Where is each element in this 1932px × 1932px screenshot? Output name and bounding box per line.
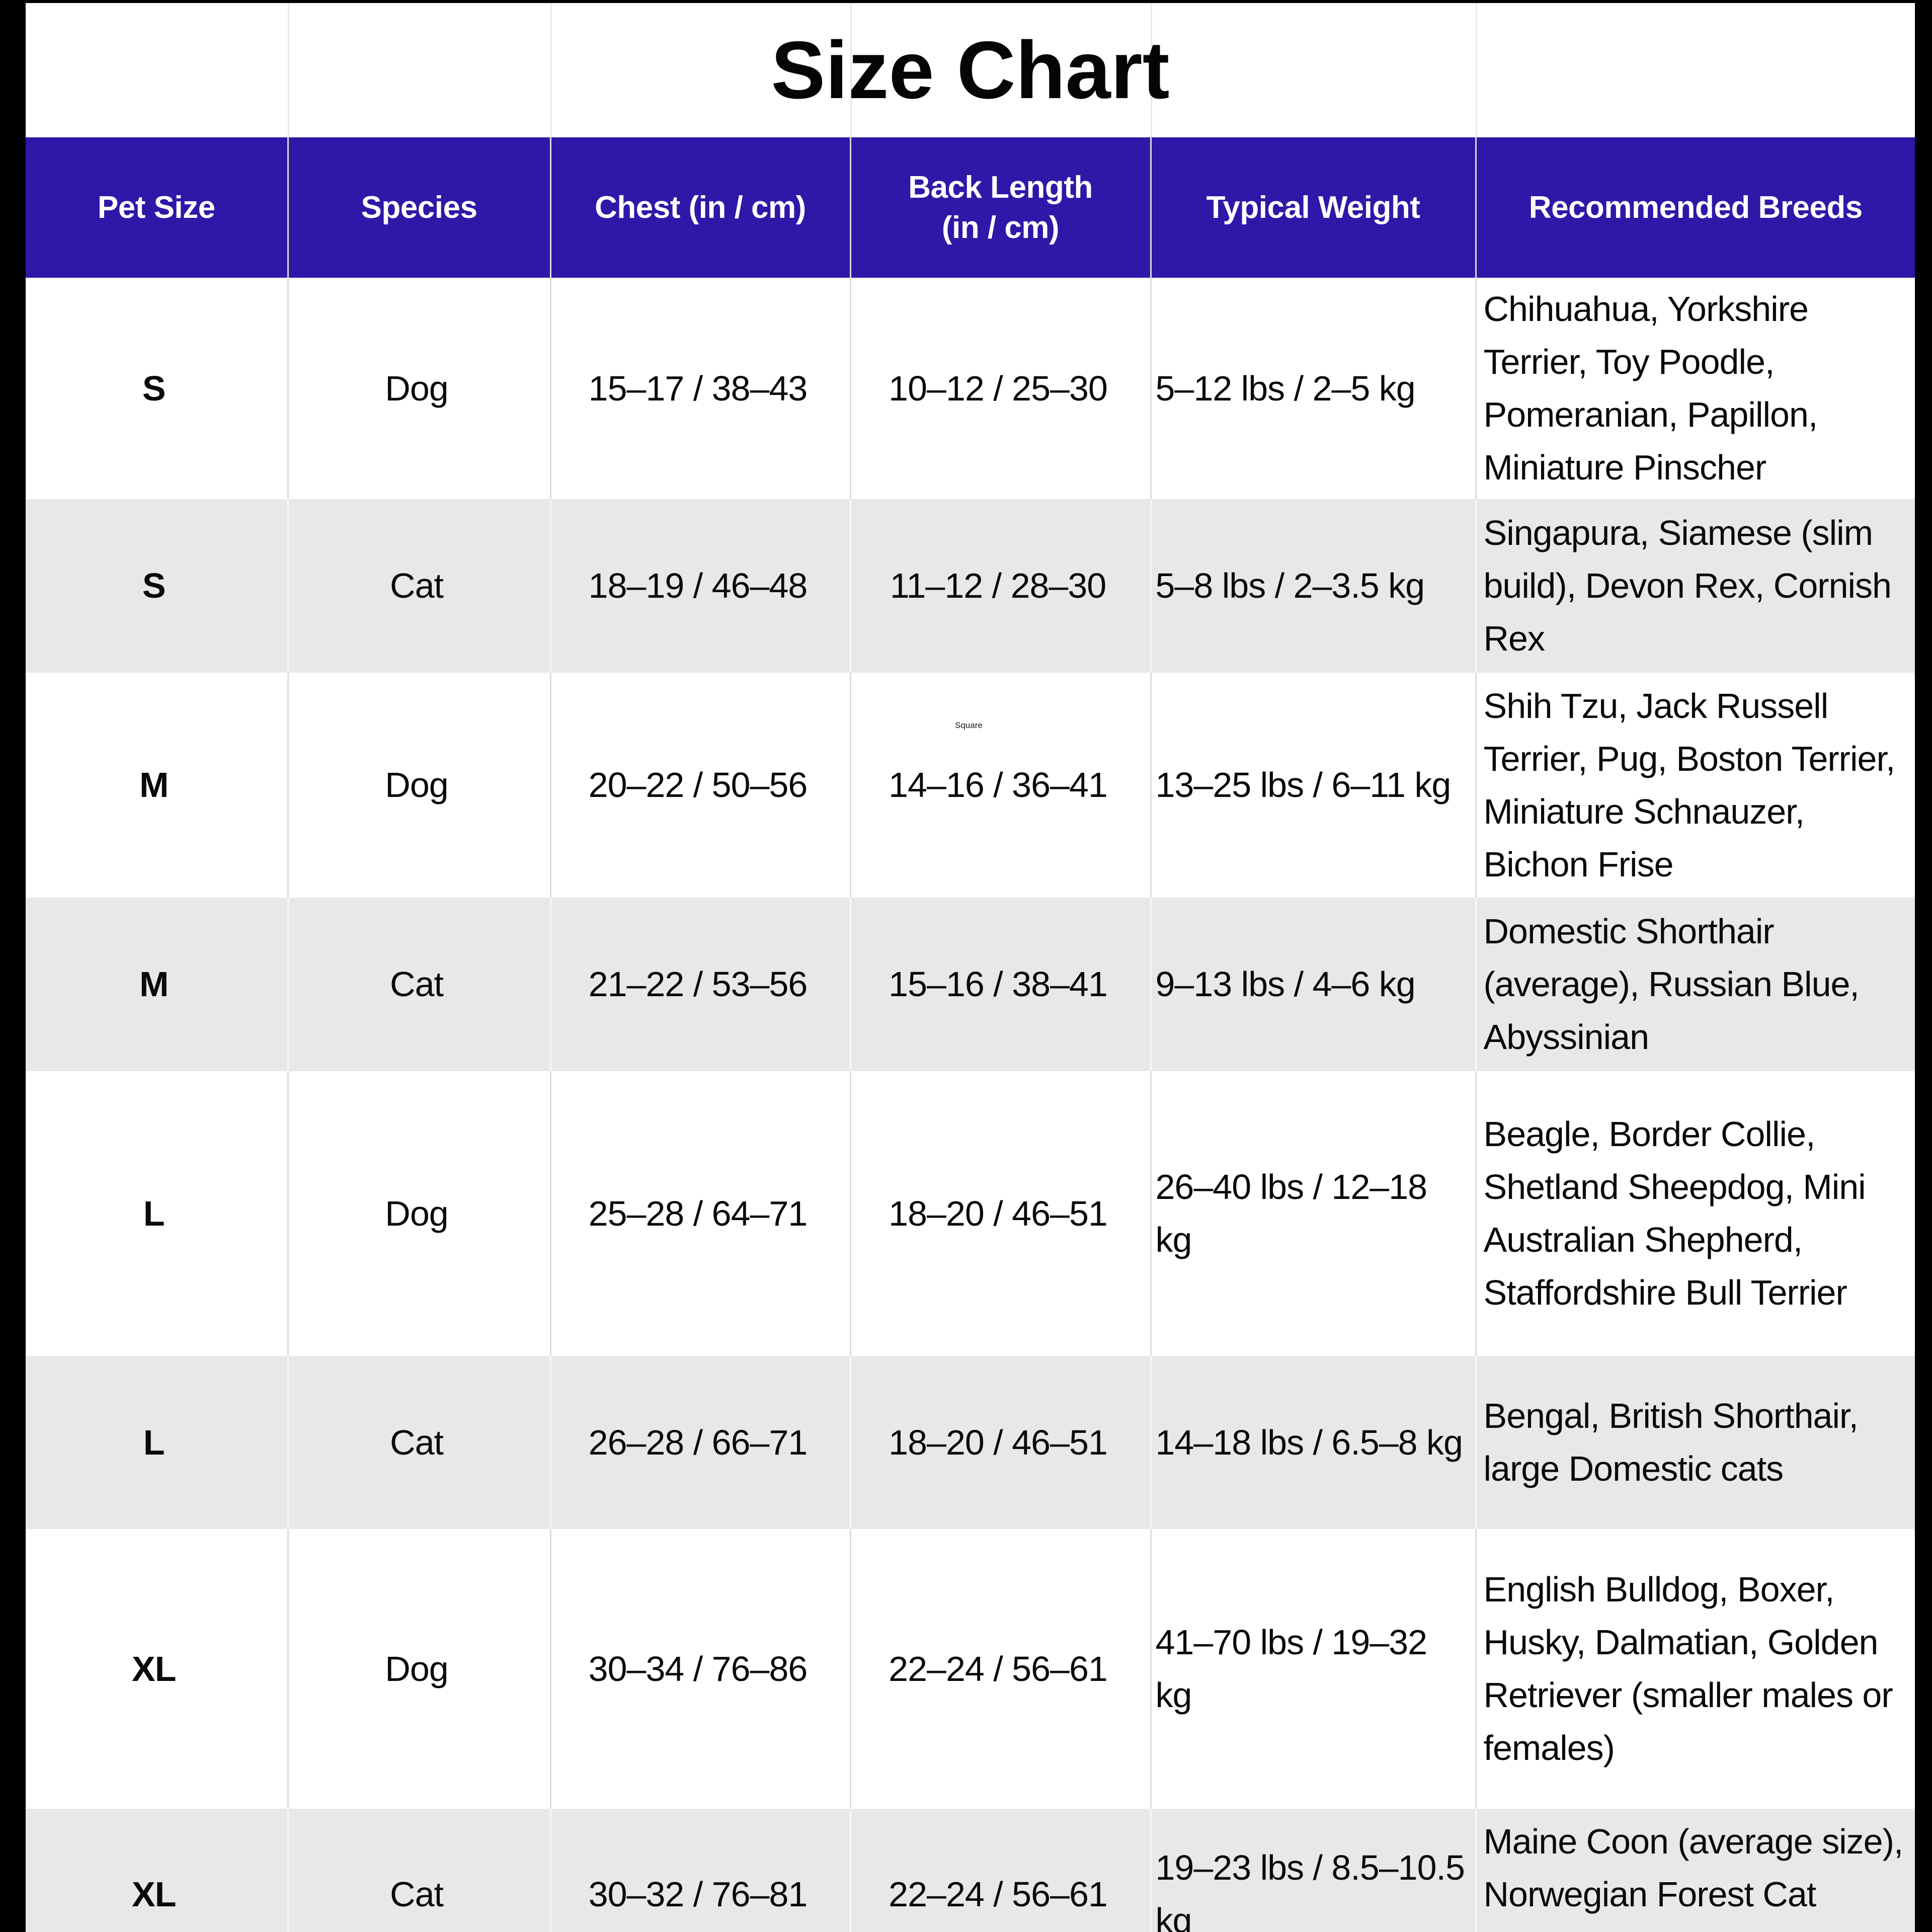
cell-back-length: 14–16 / 36–41 — [850, 673, 1152, 898]
cell-recommended-breeds: Chihuahua, Yorkshire Terrier, Toy Poodle… — [1483, 289, 1818, 487]
table-row: S Dog 15–17 / 38–43 10–12 / 25–30 5–12 l… — [26, 278, 1915, 499]
cell-chest: 21–22 / 53–56 — [550, 898, 851, 1071]
cell-recommended-breeds: Domestic Shorthair (average), Russian Bl… — [1483, 912, 1860, 1057]
cell-typical-weight: 19–23 lbs / 8.5–10.5 kg — [1151, 1809, 1477, 1932]
cell-chest: 26–28 / 66–71 — [550, 1356, 851, 1529]
table-row: M Dog 20–22 / 50–56 14–16 / 36–41 13–25 … — [26, 673, 1915, 898]
cell-recommended-breeds: Singapura, Siamese (slim build), Devon R… — [1483, 513, 1892, 658]
cell-chest: 15–17 / 38–43 — [550, 278, 851, 499]
watermark-text: Square — [955, 720, 983, 730]
cell-typical-weight: 14–18 lbs / 6.5–8 kg — [1151, 1356, 1477, 1529]
cell-typical-weight: 41–70 lbs / 19–32 kg — [1151, 1529, 1477, 1809]
header-row: Pet Size Species Chest (in / cm) Back Le… — [26, 137, 1915, 278]
cell-recommended-breeds: English Bulldog, Boxer, Husky, Dalmatian… — [1483, 1570, 1893, 1767]
cell-chest: 18–19 / 46–48 — [550, 499, 851, 673]
cell-typical-weight: 5–12 lbs / 2–5 kg — [1151, 278, 1477, 499]
table-header: Pet Size Species Chest (in / cm) Back Le… — [26, 137, 1915, 278]
column-header-chest: Chest (in / cm) — [550, 137, 851, 278]
column-divider — [850, 3, 852, 137]
cell-chest: 20–22 / 50–56 — [550, 673, 851, 898]
table-row: L Cat 26–28 / 66–71 18–20 / 46–51 14–18 … — [26, 1356, 1915, 1529]
cell-back-length: 18–20 / 46–51 — [850, 1071, 1152, 1356]
cell-back-length: 18–20 / 46–51 — [850, 1356, 1152, 1529]
table-row: M Cat 21–22 / 53–56 15–16 / 38–41 9–13 l… — [26, 898, 1915, 1071]
cell-pet-size: XL — [26, 1809, 289, 1932]
table-row: S Cat 18–19 / 46–48 11–12 / 28–30 5–8 lb… — [26, 499, 1915, 673]
cell-chest: 30–32 / 76–81 — [550, 1809, 851, 1932]
column-divider — [288, 3, 289, 137]
left-frame-bar — [0, 0, 26, 1932]
cell-pet-size: S — [26, 278, 289, 499]
top-frame-bar — [0, 0, 1932, 3]
cell-pet-size: M — [26, 898, 289, 1071]
size-chart-table: Pet Size Species Chest (in / cm) Back Le… — [26, 137, 1915, 1932]
cell-species: Dog — [288, 278, 551, 499]
table-row: L Dog 25–28 / 64–71 18–20 / 46–51 26–40 … — [26, 1071, 1915, 1356]
cell-typical-weight: 26–40 lbs / 12–18 kg — [1151, 1071, 1477, 1356]
column-divider — [1476, 3, 1477, 137]
column-header-pet-size: Pet Size — [26, 137, 289, 278]
cell-pet-size: L — [26, 1356, 289, 1529]
table-body: S Dog 15–17 / 38–43 10–12 / 25–30 5–12 l… — [26, 278, 1915, 1932]
cell-pet-size: S — [26, 499, 289, 673]
column-divider — [550, 3, 552, 137]
cell-chest: 25–28 / 64–71 — [550, 1071, 851, 1356]
cell-species: Cat — [288, 1809, 551, 1932]
cell-pet-size: M — [26, 673, 289, 898]
cell-pet-size: L — [26, 1071, 289, 1356]
cell-recommended-breeds: Bengal, British Shorthair, large Domesti… — [1483, 1396, 1859, 1488]
cell-chest: 30–34 / 76–86 — [550, 1529, 851, 1809]
column-header-recommended-breeds: Recommended Breeds — [1476, 137, 1915, 278]
cell-species: Dog — [288, 1529, 551, 1809]
cell-back-length: 10–12 / 25–30 — [850, 278, 1152, 499]
cell-back-length: 15–16 / 38–41 — [850, 898, 1152, 1071]
cell-back-length: 11–12 / 28–30 — [850, 499, 1152, 673]
cell-typical-weight: 5–8 lbs / 2–3.5 kg — [1151, 499, 1477, 673]
cell-species: Cat — [288, 499, 551, 673]
table-row: XL Dog 30–34 / 76–86 22–24 / 56–61 41–70… — [26, 1529, 1915, 1809]
cell-species: Cat — [288, 1356, 551, 1529]
title-band: Size Chart — [26, 3, 1915, 137]
cell-recommended-breeds: Maine Coon (average size), Norwegian For… — [1483, 1821, 1904, 1932]
cell-recommended-breeds: Beagle, Border Collie, Shetland Sheepdog… — [1483, 1114, 1866, 1312]
cell-species: Dog — [288, 673, 551, 898]
page-title: Size Chart — [771, 24, 1170, 116]
cell-back-length: 22–24 / 56–61 — [850, 1529, 1152, 1809]
column-header-species: Species — [288, 137, 551, 278]
cell-typical-weight: 9–13 lbs / 4–6 kg — [1151, 898, 1477, 1071]
cell-typical-weight: 13–25 lbs / 6–11 kg — [1151, 673, 1477, 898]
column-divider — [1151, 3, 1152, 137]
cell-back-length: 22–24 / 56–61 — [850, 1809, 1152, 1932]
right-frame-bar — [1915, 0, 1932, 1932]
table-row: XL Cat 30–32 / 76–81 22–24 / 56–61 19–23… — [26, 1809, 1915, 1932]
column-header-back-length: Back Length (in / cm) — [850, 137, 1152, 278]
column-header-typical-weight: Typical Weight — [1151, 137, 1477, 278]
cell-species: Dog — [288, 1071, 551, 1356]
cell-species: Cat — [288, 898, 551, 1071]
cell-pet-size: XL — [26, 1529, 289, 1809]
cell-recommended-breeds: Shih Tzu, Jack Russell Terrier, Pug, Bos… — [1483, 686, 1896, 884]
